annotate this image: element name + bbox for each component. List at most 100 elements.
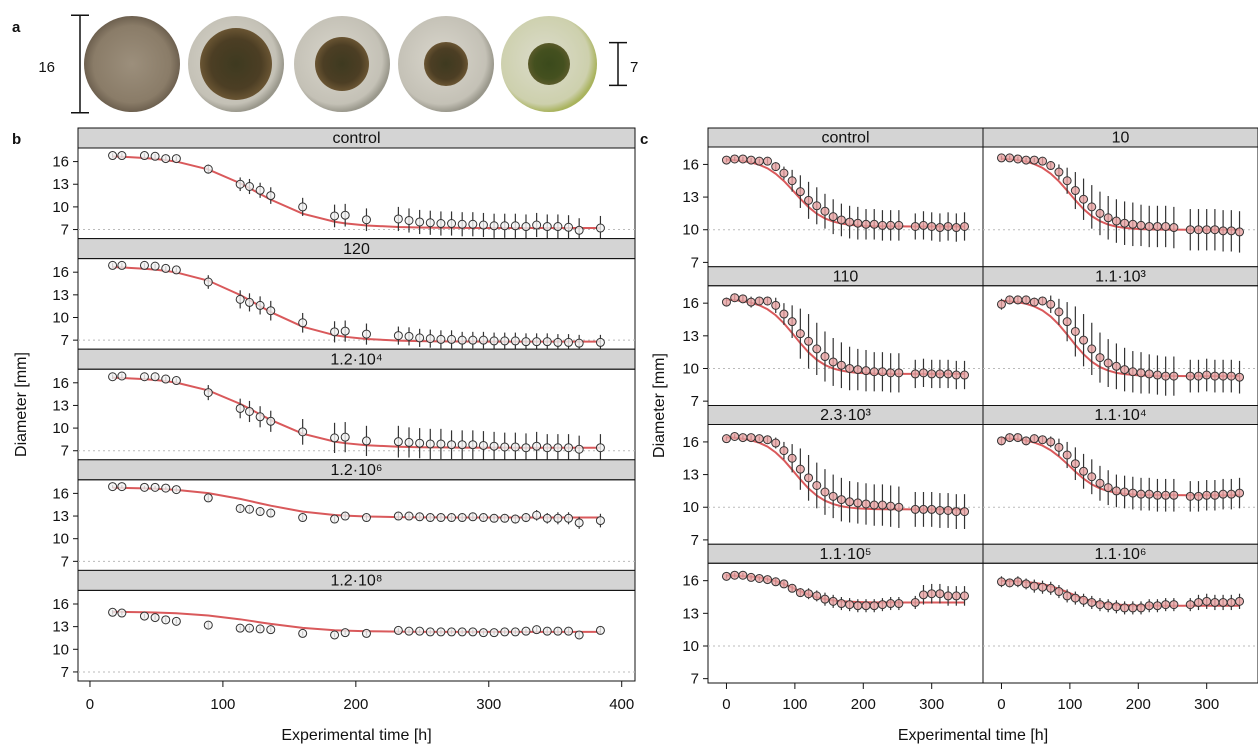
data-point <box>795 464 805 474</box>
data-point <box>1029 434 1039 444</box>
data-point <box>996 577 1006 587</box>
data-point <box>763 435 773 445</box>
data-point <box>255 507 265 517</box>
data-point <box>447 440 457 450</box>
data-point <box>393 511 403 521</box>
x-tick-label: 300 <box>1194 696 1219 713</box>
data-point <box>861 366 871 376</box>
data-point <box>738 433 748 443</box>
y-tick-label: 13 <box>682 605 699 622</box>
x-tick-label: 0 <box>86 696 94 713</box>
data-point <box>1070 459 1080 469</box>
data-point <box>532 510 542 520</box>
data-point <box>1062 176 1072 186</box>
facet-title: 1.1·10⁴ <box>1094 407 1146 424</box>
data-point <box>521 513 531 523</box>
data-point <box>1136 603 1146 613</box>
data-point <box>812 201 822 211</box>
data-point <box>1013 577 1023 587</box>
data-point <box>1161 600 1171 610</box>
data-point <box>161 483 171 493</box>
data-point <box>894 502 904 512</box>
data-point <box>161 263 171 273</box>
data-point <box>886 368 896 378</box>
data-point <box>415 438 425 448</box>
facet: 1.1·10⁶ 0 100 200 300 <box>982 543 1258 713</box>
data-point <box>1103 213 1113 223</box>
data-point <box>447 219 457 228</box>
data-point <box>361 329 371 339</box>
data-point <box>1013 433 1023 443</box>
facet-title: 1.1·10⁵ <box>820 546 872 563</box>
data-point <box>244 406 254 416</box>
data-point <box>787 176 797 186</box>
facet-title: 2.3·10³ <box>820 407 871 424</box>
data-point <box>510 221 520 231</box>
data-point <box>869 601 879 611</box>
data-point <box>521 626 531 636</box>
data-point <box>877 600 887 610</box>
fit-line <box>726 158 965 228</box>
data-point <box>1185 600 1195 610</box>
data-point <box>1054 442 1064 452</box>
data-point <box>996 436 1006 446</box>
data-point <box>886 599 896 609</box>
data-point <box>542 626 552 636</box>
data-point <box>1029 155 1039 165</box>
data-point <box>845 363 855 373</box>
x-tick-label: 100 <box>210 696 235 713</box>
data-point <box>763 296 773 306</box>
data-point <box>804 473 814 483</box>
colony <box>200 28 272 100</box>
data-point <box>235 294 245 304</box>
y-tick-label: 10 <box>52 531 69 548</box>
data-point <box>244 182 254 192</box>
data-point <box>553 626 563 636</box>
data-point <box>927 369 937 379</box>
data-point <box>139 260 149 270</box>
data-point <box>1226 371 1236 381</box>
data-point <box>1136 220 1146 230</box>
data-point <box>935 506 945 516</box>
data-point <box>1103 483 1113 493</box>
data-point <box>117 371 127 381</box>
data-point <box>478 440 488 450</box>
data-point <box>574 225 584 235</box>
data-point <box>746 155 756 165</box>
data-point <box>521 337 531 347</box>
data-point <box>804 195 814 205</box>
data-point <box>553 337 563 347</box>
data-point <box>1103 601 1113 611</box>
y-tick-label: 7 <box>61 553 69 570</box>
data-point <box>1185 491 1195 501</box>
data-point <box>1235 227 1245 237</box>
data-point <box>415 626 425 636</box>
data-point <box>1062 591 1072 601</box>
data-point <box>1038 435 1048 445</box>
data-point <box>244 623 254 633</box>
data-point <box>795 329 805 339</box>
y-tick-label: 10 <box>52 309 69 326</box>
y-axis-label: Diameter [mm] <box>13 352 30 457</box>
data-point <box>877 367 887 377</box>
data-point <box>754 296 764 306</box>
y-tick-label: 16 <box>52 264 69 281</box>
data-point <box>340 432 350 442</box>
fit-line <box>726 298 965 375</box>
data-point <box>771 577 781 587</box>
data-point <box>894 220 904 230</box>
data-point <box>820 206 830 216</box>
x-axis-label: Experimental time [h] <box>281 727 431 744</box>
data-point <box>996 299 1006 309</box>
data-point <box>1038 582 1048 592</box>
data-point <box>468 335 478 345</box>
data-point <box>812 591 822 601</box>
data-point <box>910 504 920 514</box>
y-tick-label: 13 <box>52 397 69 414</box>
data-point <box>436 513 446 523</box>
data-point <box>447 334 457 344</box>
data-point <box>1144 221 1154 231</box>
data-point <box>787 583 797 593</box>
y-tick-label: 16 <box>52 485 69 502</box>
